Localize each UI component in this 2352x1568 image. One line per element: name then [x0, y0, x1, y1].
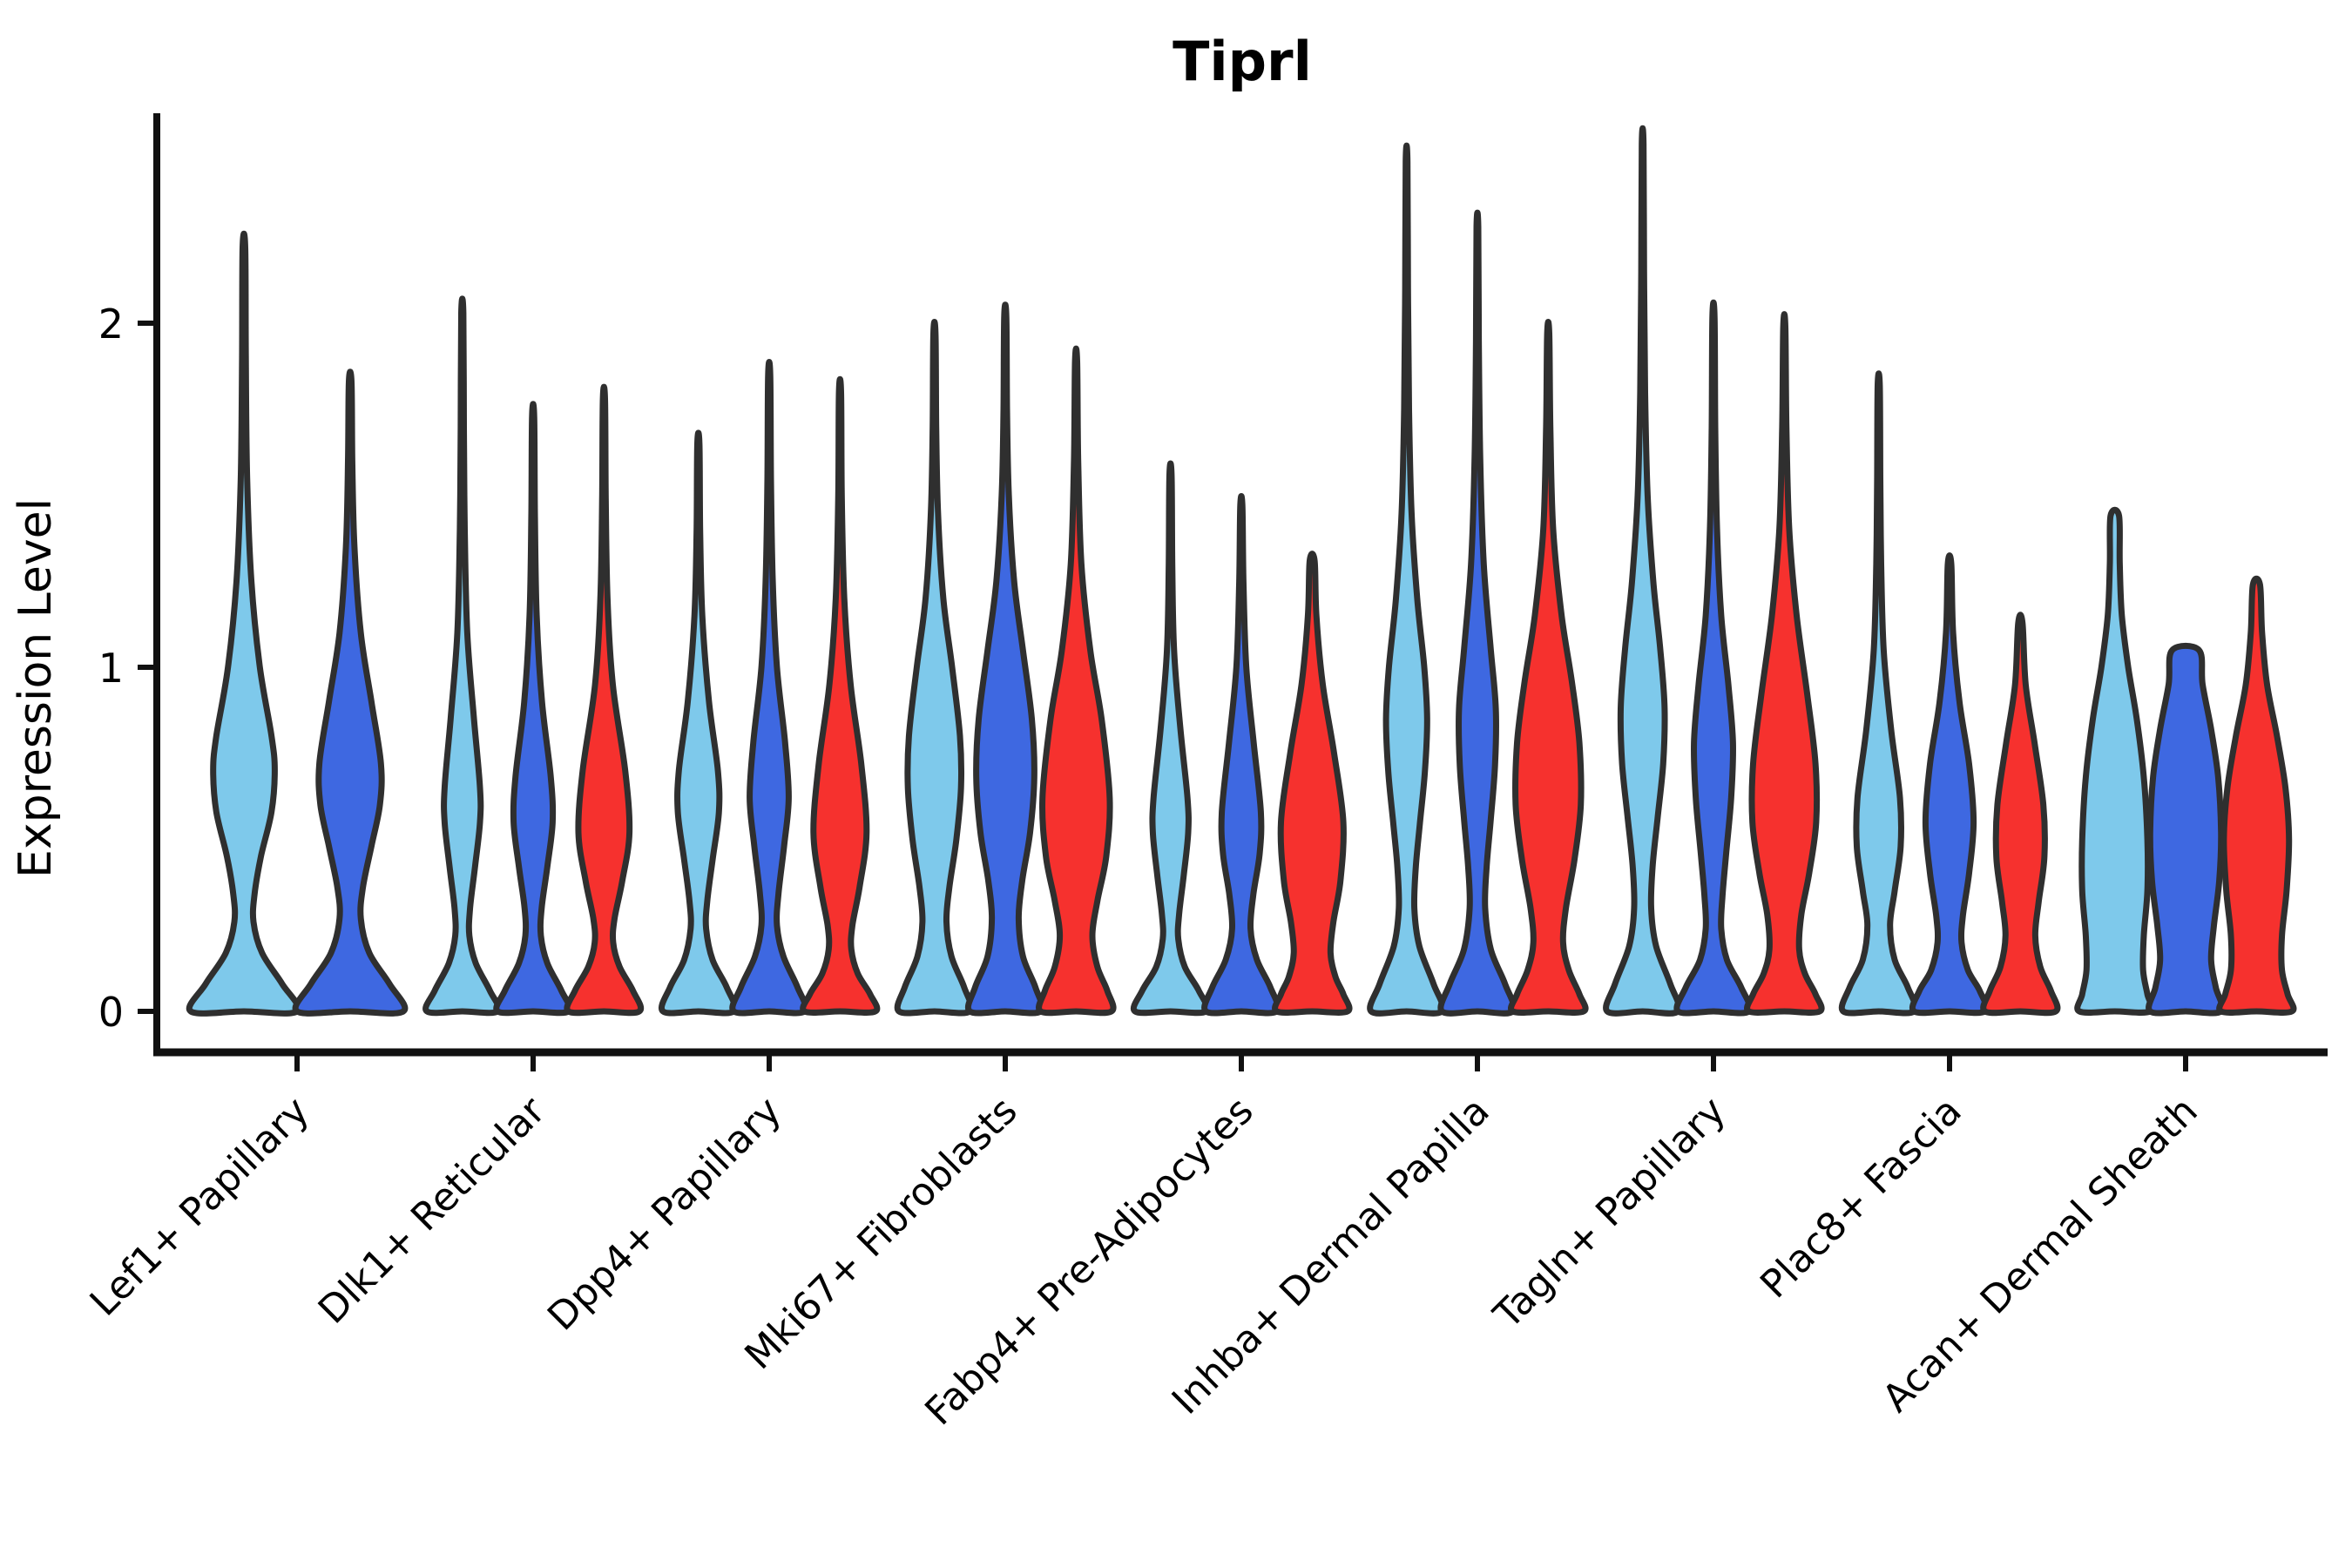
violin-skyblue [1838, 370, 1919, 1017]
violin-skyblue [1603, 125, 1683, 1017]
y-tick-label: 0 [98, 989, 124, 1036]
violin-royalblue [1201, 493, 1281, 1017]
violin-red [1272, 551, 1353, 1016]
violin-royalblue [1909, 552, 1990, 1017]
violin-skyblue [1130, 460, 1211, 1017]
violin-red [564, 383, 645, 1017]
violin-royalblue [964, 301, 1046, 1017]
x-category-label: Dlk1+ Reticular [310, 1088, 555, 1333]
violin-skyblue [1367, 142, 1447, 1017]
x-category-label: Lef1+ Papillary [82, 1089, 318, 1325]
violin-skyblue [658, 429, 739, 1017]
violin-red [1980, 612, 2061, 1017]
violin-royalblue [2146, 642, 2226, 1017]
violin-red [800, 375, 881, 1016]
violin-royalblue [1673, 299, 1754, 1017]
violin-skyblue [894, 319, 975, 1017]
violin-red [1744, 311, 1825, 1016]
violin-royalblue [1437, 209, 1517, 1017]
violin-skyblue [2074, 506, 2156, 1016]
violin-royalblue [729, 358, 809, 1017]
x-category-label: Tagln+ Papillary [1485, 1089, 1734, 1338]
violin-skyblue [186, 230, 302, 1017]
y-tick-label: 2 [98, 301, 124, 348]
x-category-label: Dpp4+ Papillary [539, 1089, 790, 1340]
x-category-label: Plac8+ Fascia [1752, 1089, 1970, 1308]
x-category-label: Mki67+ Fibroblasts [736, 1089, 1025, 1378]
violin-skyblue [422, 295, 503, 1017]
y-tick-label: 1 [98, 645, 124, 692]
chart-title: Tiprl [1173, 30, 1312, 93]
violin-red [1508, 319, 1589, 1016]
violin-red [2216, 575, 2297, 1016]
violin-royalblue [292, 368, 409, 1017]
violin-royalblue [493, 401, 573, 1017]
y-axis-label: Expression Level [10, 497, 62, 879]
violin-red [1036, 345, 1117, 1017]
